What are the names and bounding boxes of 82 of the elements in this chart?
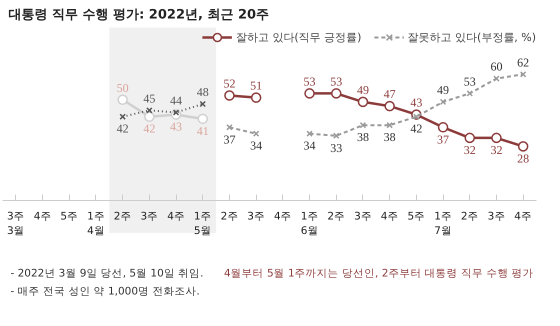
data-label: 42 <box>410 122 422 136</box>
data-label: 60 <box>490 60 502 74</box>
data-label: 32 <box>490 142 502 157</box>
data-label: 51 <box>250 78 262 93</box>
x-tick-label: 2주 <box>114 210 132 222</box>
point <box>146 107 153 114</box>
point <box>117 94 128 105</box>
point <box>200 100 206 108</box>
data-label: 43 <box>170 120 182 134</box>
x-tick-label: 4주 <box>514 210 532 222</box>
x-tick-label: 2주 <box>327 210 346 222</box>
point <box>226 124 233 131</box>
data-label: 34 <box>250 138 262 153</box>
point <box>440 98 446 106</box>
data-label: 37 <box>437 132 450 146</box>
point <box>198 114 208 124</box>
x-tick-label: 1주 7월 <box>434 210 452 237</box>
point <box>144 111 155 122</box>
point <box>331 88 342 99</box>
point <box>493 75 500 82</box>
data-label: 38 <box>356 130 369 144</box>
data-label: 52 <box>223 76 236 91</box>
data-label: 49 <box>437 82 450 97</box>
point <box>360 122 366 128</box>
data-label: 53 <box>304 74 316 88</box>
x-tick-label: 2주 <box>460 210 479 222</box>
x-tick-label: 4주 <box>380 210 398 222</box>
x-tick-label: 4주 <box>274 210 292 222</box>
point <box>250 92 262 103</box>
legend-label: 잘못하고 있다(부정률, %) <box>407 30 536 44</box>
x-tick-label: 4주 <box>34 210 52 222</box>
point <box>466 90 473 97</box>
data-label: 43 <box>410 96 422 110</box>
data-label: 47 <box>384 87 396 102</box>
point <box>464 132 475 144</box>
point <box>491 132 502 144</box>
data-label: 37 <box>223 132 236 146</box>
data-label: 32 <box>464 142 476 157</box>
data-label: 33 <box>330 140 342 155</box>
text: 4월부터 5월 1주까지는 당선인, 2주부터 대통령 직무 수행 평가 <box>224 268 534 280</box>
point <box>333 132 340 140</box>
x-tick-label: 1주 6월 <box>300 210 318 237</box>
x-tick-label: 3주 3월 <box>7 210 25 237</box>
point <box>252 130 260 137</box>
data-label: 53 <box>464 74 476 88</box>
x-tick-label: 3주 <box>488 210 506 222</box>
legend-label: 잘하고 있다(직무 긍정률) <box>236 30 362 44</box>
point <box>520 71 526 78</box>
point <box>438 122 448 133</box>
data-label: 38 <box>384 130 396 144</box>
data-label: 42 <box>116 122 129 136</box>
x-tick-label: 1주 4월 <box>87 210 105 237</box>
data-label: 42 <box>143 122 156 136</box>
data-label: 49 <box>356 82 369 97</box>
text: - 매주 전국 성인 약 1,000명 전화조사. <box>10 286 200 298</box>
x-tick-label: 5주 <box>408 210 426 222</box>
x-tick-label: 4주 <box>167 210 185 222</box>
data-label: 53 <box>330 74 342 88</box>
data-label: 48 <box>196 85 209 99</box>
chart-title: 대통령 직무 수행 평가: 2022년, 최근 20주 <box>8 8 270 22</box>
x-tick-label: 2주 <box>220 210 238 222</box>
data-label: 28 <box>517 151 530 166</box>
data-label: 34 <box>304 138 316 153</box>
x-tick-label: 3주 <box>354 210 372 222</box>
data-label: 41 <box>196 124 209 138</box>
x-tick-label: 3주 <box>140 210 158 222</box>
point <box>306 130 313 137</box>
point <box>358 96 368 108</box>
point <box>384 100 395 112</box>
data-label: 44 <box>170 93 182 108</box>
x-tick-label: 3주 <box>247 210 265 222</box>
data-label: 62 <box>517 55 530 70</box>
point <box>518 141 528 152</box>
x-tick-label: 5주 <box>60 210 78 222</box>
point <box>224 90 235 101</box>
point <box>119 113 126 120</box>
text: - 2022년 3월 9일 당선, 5월 10일 취임. <box>10 268 204 280</box>
data-label: 45 <box>143 91 156 106</box>
data-label: 50 <box>116 80 129 95</box>
x-tick-label: 1주 5월 <box>194 210 212 237</box>
point <box>386 122 393 128</box>
point <box>304 88 315 99</box>
